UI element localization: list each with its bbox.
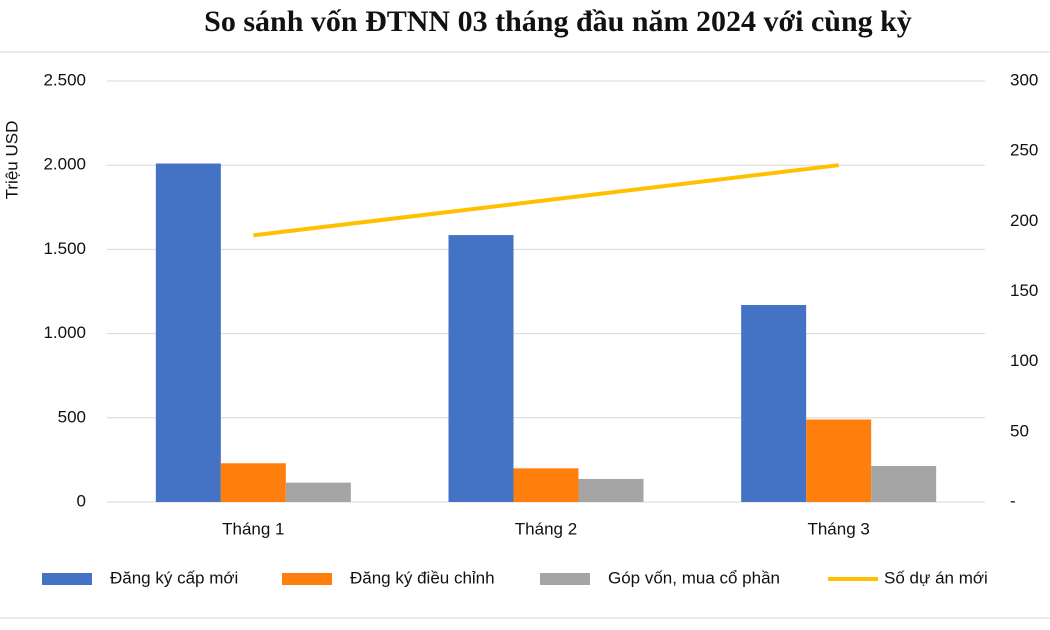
y-axis-label: Triệu USD: [2, 121, 21, 200]
bar: [513, 468, 579, 502]
x-tick-label: Tháng 1: [222, 519, 284, 538]
x-tick-label: Tháng 3: [807, 519, 869, 538]
bar: [448, 235, 514, 502]
y-tick-label: 500: [58, 407, 86, 426]
bar: [871, 465, 937, 502]
chart-title: So sánh vốn ĐTNN 03 tháng đầu năm 2024 v…: [204, 5, 912, 38]
legend-label: Góp vốn, mua cổ phần: [608, 568, 780, 587]
y2-tick-label: -: [1010, 491, 1016, 510]
y-tick-label: 1.000: [43, 323, 86, 342]
y-tick-label: 1.500: [43, 239, 86, 258]
bar: [155, 163, 221, 503]
y2-tick-label: 150: [1010, 281, 1038, 300]
y-tick-label: 2.500: [43, 70, 86, 89]
x-tick-label: Tháng 2: [515, 519, 577, 538]
y2-tick-label: 100: [1010, 351, 1038, 370]
bar: [806, 419, 872, 502]
legend-swatch: [282, 573, 332, 585]
bar: [220, 463, 286, 502]
line: [253, 163, 839, 238]
y2-tick-label: 300: [1010, 70, 1038, 89]
y2-tick-label: 250: [1010, 141, 1038, 160]
y2-tick-label: 200: [1010, 211, 1038, 230]
legend-swatch: [540, 573, 590, 585]
legend-label: Số dự án mới: [884, 568, 988, 587]
y2-tick-label: 50: [1010, 421, 1029, 440]
legend-label: Đăng ký cấp mới: [110, 568, 238, 587]
y-tick-label: 2.000: [43, 155, 86, 174]
bar: [285, 482, 351, 502]
bar: [741, 304, 807, 502]
bar: [578, 478, 644, 502]
legend-swatch: [42, 573, 92, 585]
y-tick-label: 0: [77, 491, 86, 510]
legend-label: Đăng ký điều chỉnh: [350, 568, 495, 587]
